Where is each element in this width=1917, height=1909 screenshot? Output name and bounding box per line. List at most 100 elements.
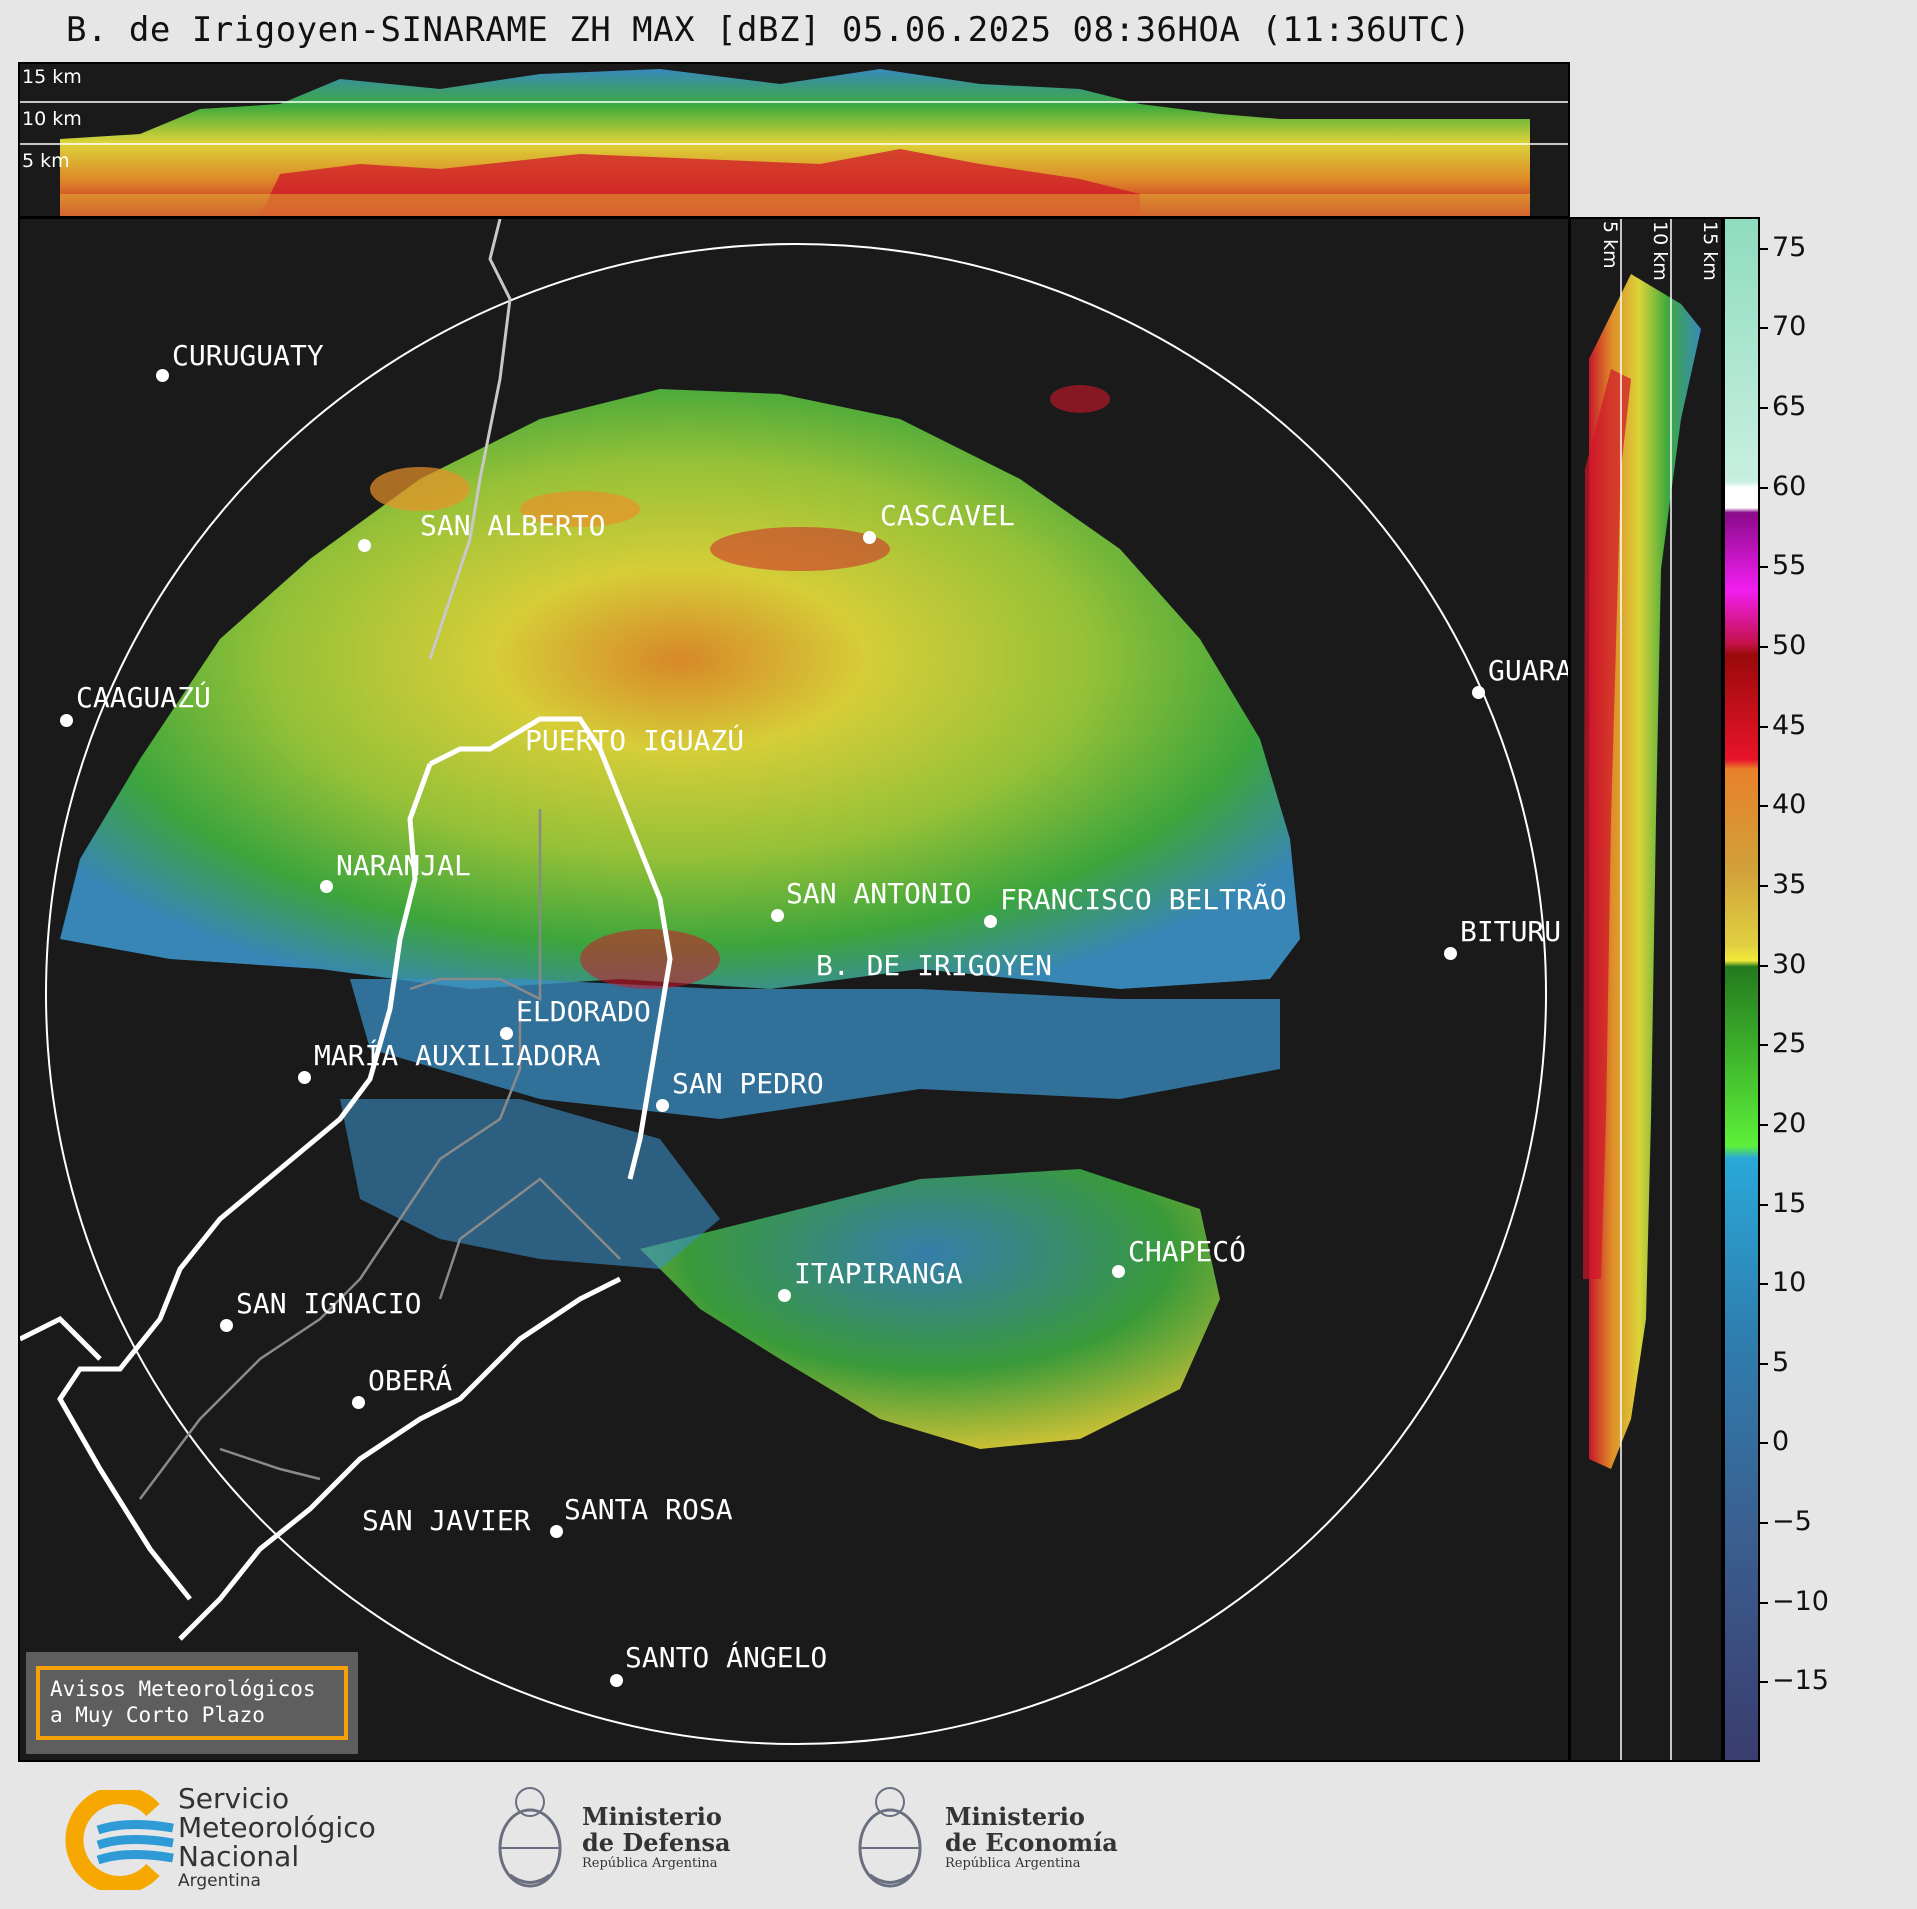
city-dot-guara [1472, 686, 1485, 699]
city-dot-san-alberto [358, 539, 371, 552]
colorbar-tick [1760, 1362, 1768, 1365]
colorbar-tick [1760, 1442, 1768, 1445]
colorbar-tick [1760, 1522, 1768, 1525]
page-title: B. de Irigoyen-SINARAME ZH MAX [dBZ] 05.… [66, 10, 1471, 50]
colorbar-tick [1760, 486, 1768, 489]
dbz-colorbar-gradient [1725, 219, 1758, 1760]
defensa-line-2: de Defensa [582, 1828, 731, 1857]
warnings-notice[interactable]: Avisos Meteorológicos a Muy Corto Plazo [26, 1652, 358, 1754]
colorbar-tick-label: 5 [1772, 1346, 1790, 1378]
city-dot-bituru [1444, 947, 1457, 960]
colorbar-tick-label: 10 [1772, 1267, 1807, 1299]
colorbar-tick-label: 20 [1772, 1107, 1807, 1139]
colorbar-tick [1760, 646, 1768, 649]
city-dot-naranjal [320, 880, 333, 893]
colorbar-tick-label: 50 [1772, 630, 1807, 662]
colorbar-tick-label: 60 [1772, 470, 1807, 502]
city-label-cascavel: CASCAVEL [880, 499, 1015, 532]
city-dot-caaguazu [60, 714, 73, 727]
colorbar-tick-label: 70 [1772, 311, 1807, 343]
colorbar-tick [1760, 407, 1768, 410]
notice-line-2: a Muy Corto Plazo [50, 1703, 265, 1727]
economia-line-1: Ministerio [945, 1802, 1085, 1831]
dbz-colorbar [1723, 217, 1760, 1762]
city-dot-maria-auxiliadora [298, 1071, 311, 1084]
city-label-obera: OBERÁ [368, 1364, 453, 1397]
smn-line-4: Argentina [178, 1871, 261, 1891]
colorbar-tick-label: 25 [1772, 1028, 1807, 1060]
city-label-san-ignacio: SAN IGNACIO [236, 1287, 422, 1320]
colorbar-tick-label: −5 [1772, 1506, 1812, 1538]
city-dot-francisco-beltrao [984, 915, 997, 928]
city-dot-san-antonio [771, 909, 784, 922]
city-label-san-javier: SAN JAVIER [362, 1504, 531, 1537]
defensa-text: Ministerio de Defensa República Argentin… [582, 1802, 731, 1872]
colorbar-tick [1760, 327, 1768, 330]
smn-line-2: Meteorológico [178, 1811, 376, 1844]
colorbar-tick-label: 40 [1772, 789, 1807, 821]
city-label-bituru: BITURU [1460, 915, 1562, 948]
height-label-10km: 10 km [22, 108, 82, 130]
notice-line-1: Avisos Meteorológicos [50, 1677, 316, 1701]
side-cross-section: 5 km 10 km 15 km [1569, 217, 1723, 1762]
colorbar-tick-label: 35 [1772, 868, 1807, 900]
economia-line-2: de Economía [945, 1828, 1118, 1857]
colorbar-tick [1760, 1044, 1768, 1047]
argentina-shield-icon [498, 1787, 562, 1888]
city-dot-curuguaty [156, 369, 169, 382]
colorbar-tick [1760, 566, 1768, 569]
colorbar-tick-label: 55 [1772, 550, 1807, 582]
height-label-15km: 15 km [22, 66, 82, 88]
colorbar-tick-label: 65 [1772, 391, 1807, 423]
colorbar-tick [1760, 1283, 1768, 1286]
smn-logo-icon [65, 1790, 174, 1890]
radar-echo-field [20, 219, 1547, 1745]
top-cross-section: 15 km 10 km 5 km [18, 62, 1570, 218]
colorbar-tick [1760, 884, 1768, 887]
city-dot-san-pedro [656, 1099, 669, 1112]
radar-map: CURUGUATY SAN ALBERTO CASCAVEL CAAGUAZÚ … [18, 217, 1570, 1762]
city-dot-itapiranga [778, 1289, 791, 1302]
city-label-maria-auxiliadora: MARÍA AUXILIADORA [314, 1039, 601, 1072]
footer: Servicio Meteorológico Nacional Argentin… [0, 1762, 1917, 1909]
top-cross-section-image [20, 69, 1568, 216]
warnings-notice-box[interactable]: Avisos Meteorológicos a Muy Corto Plazo [36, 1666, 348, 1740]
colorbar-tick [1760, 1601, 1768, 1604]
city-label-chapeco: CHAPECÓ [1128, 1235, 1247, 1268]
city-label-eldorado: ELDORADO [516, 995, 651, 1028]
city-dot-chapeco [1112, 1265, 1125, 1278]
city-label-puerto-iguazu: PUERTO IGUAZÚ [525, 724, 745, 757]
colorbar-tick [1760, 1123, 1768, 1126]
city-label-francisco-beltrao: FRANCISCO BELTRÃO [1000, 883, 1287, 916]
city-dot-santo-angelo [610, 1674, 623, 1687]
colorbar-tick-label: 75 [1772, 231, 1807, 263]
colorbar-tick [1760, 805, 1768, 808]
economia-text: Ministerio de Economía República Argenti… [945, 1802, 1118, 1872]
side-cross-section-image [1583, 219, 1701, 1760]
side-height-label-10km: 10 km [1649, 221, 1671, 281]
colorbar-tick [1760, 964, 1768, 967]
city-label-san-pedro: SAN PEDRO [672, 1067, 824, 1100]
city-dot-cascavel [863, 531, 876, 544]
city-label-itapiranga: ITAPIRANGA [794, 1257, 963, 1290]
city-label-guara: GUARA [1488, 654, 1570, 687]
colorbar-tick [1760, 247, 1768, 250]
colorbar-tick-label: 15 [1772, 1187, 1807, 1219]
colorbar-tick [1760, 1203, 1768, 1206]
side-height-label-15km: 15 km [1699, 221, 1721, 281]
colorbar-tick-label: 30 [1772, 948, 1807, 980]
side-height-label-5km: 5 km [1599, 221, 1621, 269]
smn-line-3: Nacional [178, 1840, 300, 1873]
smn-line-1: Servicio [178, 1782, 290, 1815]
colorbar-tick-label: −10 [1772, 1585, 1829, 1617]
colorbar-tick [1760, 1681, 1768, 1684]
colorbar-tick-label: −15 [1772, 1665, 1829, 1697]
city-label-san-antonio: SAN ANTONIO [786, 877, 972, 910]
city-label-santa-rosa: SANTA ROSA [564, 1493, 733, 1526]
city-label-b-de-irigoyen: B. DE IRIGOYEN [816, 949, 1053, 982]
city-label-naranjal: NARANJAL [336, 849, 471, 882]
height-label-5km: 5 km [22, 150, 70, 172]
city-dot-eldorado [500, 1027, 513, 1040]
defensa-line-1: Ministerio [582, 1802, 722, 1831]
colorbar-tick-label: 0 [1772, 1426, 1790, 1458]
